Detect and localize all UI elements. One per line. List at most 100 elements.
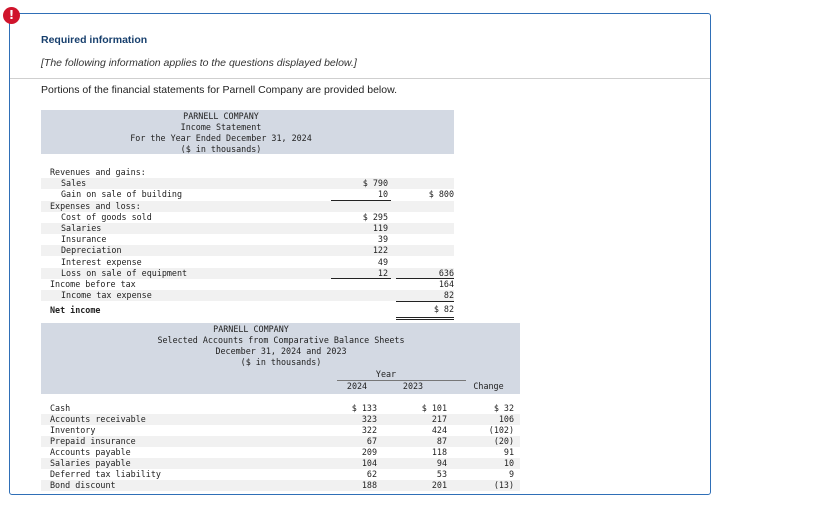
row-label: Income tax expense <box>61 290 152 301</box>
row-label: Sales <box>61 178 87 189</box>
balance-sheet-units: ($ in thousands) <box>240 357 322 367</box>
table-row: Depreciation 122 <box>41 245 454 257</box>
row-label: Depreciation <box>61 245 122 256</box>
balance-sheet-date: December 31, 2024 and 2023 <box>215 346 347 356</box>
value-2024: 188 <box>361 480 377 490</box>
row-label: Income before tax <box>50 279 136 289</box>
income-statement-header: PARNELL COMPANY Income Statement For the… <box>41 110 454 154</box>
table-row: Inventory 322 424 (102) <box>41 425 520 436</box>
total-amount: $ 800 <box>428 189 454 200</box>
row-label: Cash <box>50 403 71 413</box>
value-change: 10 <box>503 458 514 468</box>
total-amount: 82 <box>443 290 454 301</box>
applies-note: [The following information applies to th… <box>41 57 357 69</box>
total-amount: 164 <box>438 279 454 289</box>
divider <box>10 78 710 79</box>
table-row: Accounts payable 209 118 91 <box>41 447 520 458</box>
table-row: Interest expense 49 <box>41 257 454 268</box>
table-row: Accounts receivable 323 217 106 <box>41 414 520 425</box>
balance-sheet-title: Selected Accounts from Comparative Balan… <box>157 335 405 345</box>
table-row: Income tax expense 82 <box>41 290 454 302</box>
value-change: (20) <box>493 436 514 446</box>
underline-rule <box>396 301 454 303</box>
column-change: Change <box>473 381 504 391</box>
expense-amount: 49 <box>377 256 388 267</box>
intro-text: Portions of the financial statements for… <box>41 84 398 96</box>
table-row: Salaries payable 104 94 10 <box>41 458 520 469</box>
expense-amount: 119 <box>372 223 388 233</box>
required-information-panel: Required information [The following info… <box>9 13 711 495</box>
value-2024: 62 <box>366 469 377 479</box>
row-label: Inventory <box>50 425 96 435</box>
company-name: PARNELL COMPANY <box>213 324 289 334</box>
expense-amount: $ 295 <box>362 211 388 222</box>
row-label: Insurance <box>61 234 107 245</box>
table-row: Gain on sale of building 10 $ 800 <box>41 189 454 200</box>
table-row: Prepaid insurance 67 87 (20) <box>41 436 520 447</box>
value-change: $ 32 <box>493 403 514 413</box>
company-name: PARNELL COMPANY <box>183 111 259 121</box>
required-information-title: Required information <box>41 34 148 46</box>
value-2024: 323 <box>361 414 377 424</box>
value-2023: 94 <box>436 458 447 468</box>
year-header: Year <box>375 369 397 379</box>
value-change: 106 <box>498 414 514 424</box>
value-2023: $ 101 <box>421 403 447 413</box>
table-row: Net income $ 82 <box>41 301 454 315</box>
total-amount: 636 <box>438 267 454 278</box>
table-row: Deferred tax liability 62 53 9 <box>41 469 520 480</box>
value-2024: $ 133 <box>351 403 377 413</box>
income-statement-table: PARNELL COMPANY Income Statement For the… <box>41 110 454 320</box>
value-change: 91 <box>503 447 514 457</box>
expense-amount: 39 <box>377 234 388 245</box>
balance-sheet-header: PARNELL COMPANY Selected Accounts from C… <box>41 323 520 394</box>
value-2024: 322 <box>361 425 377 435</box>
value-2023: 217 <box>431 414 447 424</box>
row-label: Accounts receivable <box>50 414 146 424</box>
row-label: Salaries payable <box>50 458 131 468</box>
statement-period: For the Year Ended December 31, 2024 <box>130 133 312 143</box>
expense-amount: 122 <box>372 245 388 256</box>
row-label: Net income <box>50 305 101 316</box>
total-amount: $ 82 <box>433 304 454 315</box>
expense-amount: 10 <box>377 189 388 200</box>
value-2023: 118 <box>431 447 447 457</box>
value-2023: 424 <box>431 425 447 435</box>
row-label: Expenses and loss: <box>50 200 141 211</box>
balance-sheet-table: PARNELL COMPANY Selected Accounts from C… <box>41 323 520 491</box>
row-label: Gain on sale of building <box>61 189 183 200</box>
value-change: (13) <box>493 480 514 490</box>
underline-rule <box>396 278 454 279</box>
row-label: Accounts payable <box>50 447 131 457</box>
statement-title: Income Statement <box>180 122 262 132</box>
column-2024: 2024 <box>346 381 368 391</box>
value-2024: 67 <box>366 436 377 446</box>
table-row: Revenues and gains: <box>41 167 454 178</box>
table-row: Insurance 39 <box>41 234 454 245</box>
row-label: Interest expense <box>61 256 142 267</box>
expense-amount: $ 790 <box>362 178 388 189</box>
row-label: Bond discount <box>50 480 116 490</box>
table-row: Cost of goods sold $ 295 <box>41 212 454 223</box>
row-label: Cost of goods sold <box>61 211 152 222</box>
value-change: 9 <box>508 469 514 479</box>
table-row: Bond discount 188 201 (13) <box>41 480 520 491</box>
table-row: Loss on sale of equipment 12 636 <box>41 267 454 279</box>
table-row: Cash $ 133 $ 101 $ 32 <box>41 403 520 414</box>
table-row: Income before tax 164 <box>41 279 454 290</box>
table-row: Sales $ 790 <box>41 178 454 190</box>
statement-units: ($ in thousands) <box>180 144 262 154</box>
value-change: (102) <box>488 425 514 435</box>
expense-amount: 12 <box>377 267 388 278</box>
double-underline-rule <box>396 316 454 320</box>
row-label: Salaries <box>61 223 102 233</box>
row-label: Revenues and gains: <box>50 167 146 177</box>
underline-rule <box>331 278 391 279</box>
value-2023: 201 <box>431 480 447 490</box>
row-label: Deferred tax liability <box>50 469 161 479</box>
row-label: Loss on sale of equipment <box>61 267 188 278</box>
row-label: Prepaid insurance <box>50 436 136 446</box>
column-2023: 2023 <box>402 381 424 391</box>
table-row: Salaries 119 <box>41 223 454 234</box>
table-row: Expenses and loss: <box>41 200 454 212</box>
